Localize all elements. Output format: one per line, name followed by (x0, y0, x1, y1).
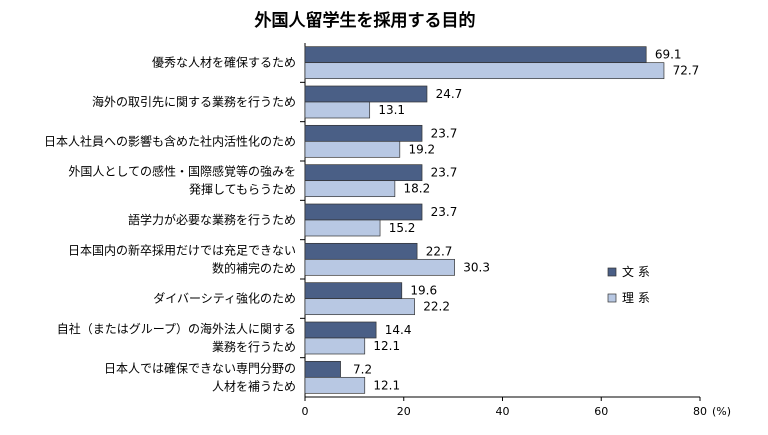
category-label: 自社（またはグループ）の海外法人に関する (57, 321, 296, 336)
bar (304, 180, 396, 198)
legend-label: 文 系 (622, 264, 650, 279)
bar (304, 140, 401, 158)
x-tick-label: 60 (594, 405, 608, 418)
bar (304, 62, 665, 80)
bar (304, 219, 381, 237)
category-label: 人材を補うため (212, 379, 296, 393)
value-label: 22.2 (423, 300, 450, 314)
bar (304, 203, 423, 221)
value-label: 7.2 (353, 362, 372, 376)
x-tick-label: 20 (397, 405, 411, 418)
value-label: 19.6 (410, 284, 437, 298)
value-label: 23.7 (431, 166, 458, 180)
x-tick-label: 80 (693, 405, 707, 418)
value-label: 15.2 (389, 221, 416, 235)
category-label: 日本人では確保できない専門分野の (104, 360, 296, 375)
plot-area: 0 20 40 60 80 (%) 優秀な人材を確保するため 69.1 72.7 海外の取引先に関… (44, 43, 731, 418)
category-label: 外国人としての感性・国際感覚等の強みを (68, 164, 296, 179)
bar (304, 258, 455, 276)
value-label: 14.4 (385, 323, 412, 337)
value-label: 22.7 (426, 244, 453, 258)
value-label: 24.7 (436, 87, 463, 101)
bar (304, 242, 418, 260)
bar (304, 376, 366, 394)
category-label: 数的補完のため (212, 260, 296, 275)
category-label: 優秀な人材を確保するため (152, 55, 296, 70)
bar (304, 101, 371, 119)
x-tick-label: 0 (302, 405, 309, 418)
value-label: 12.1 (373, 339, 400, 353)
category-label: 語学力が必要な業務を行うため (128, 212, 296, 227)
category-label: 日本人社員への影響も含めた社内活性化のため (44, 133, 296, 148)
value-label: 12.1 (373, 378, 400, 392)
bar (304, 360, 341, 378)
x-tick-label: 40 (496, 405, 510, 418)
bar (304, 282, 403, 300)
bar (304, 298, 415, 316)
bar (304, 321, 377, 339)
value-label: 18.2 (404, 182, 431, 196)
value-label: 19.2 (408, 142, 435, 156)
value-label: 30.3 (463, 260, 490, 274)
bar (304, 85, 428, 103)
value-label: 72.7 (673, 64, 700, 78)
x-unit-label: (%) (712, 405, 731, 418)
category-label: 発揮してもらうため (189, 183, 296, 197)
category-label: 海外の取引先に関する業務を行うため (92, 94, 296, 109)
category-label: 日本国内の新卒採用だけでは充足できない (68, 242, 296, 257)
bar (304, 124, 423, 142)
category-label: 業務を行うため (212, 340, 296, 354)
bar (304, 164, 423, 182)
value-label: 23.7 (431, 126, 458, 140)
chart-title: 外国人留学生を採用する目的 (255, 10, 476, 31)
legend-label: 理 系 (622, 291, 650, 305)
bar (304, 337, 366, 355)
value-label: 13.1 (378, 103, 405, 117)
legend-swatch (607, 293, 617, 303)
value-label: 69.1 (655, 48, 682, 62)
legend-swatch (607, 267, 617, 277)
category-label: ダイバーシティ強化のため (153, 291, 296, 306)
bar (304, 46, 647, 64)
value-label: 23.7 (431, 205, 458, 219)
